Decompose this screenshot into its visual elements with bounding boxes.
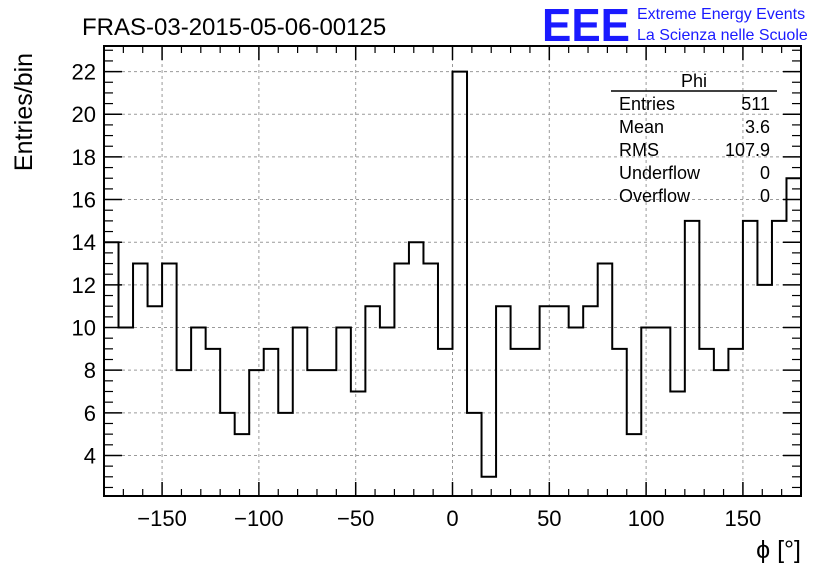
x-tick-label: 0 — [446, 506, 458, 531]
x-tick-label: 150 — [725, 506, 762, 531]
tick-labels: −150 −100 −50 0 50 100 150 4 6 8 10 12 14 16 18 20 22 — [72, 60, 762, 531]
y-tick-label: 14 — [72, 230, 96, 255]
histogram-series — [103, 70, 802, 496]
y-axis-label: Entries/bin — [10, 53, 38, 171]
y-tick-label: 20 — [72, 102, 96, 127]
stats-row-label: RMS — [619, 140, 659, 160]
stats-row-value: 0 — [760, 163, 770, 183]
y-tick-label: 18 — [72, 145, 96, 170]
plot-frame — [103, 45, 802, 497]
y-tick-label: 12 — [72, 273, 96, 298]
stats-row-value: 511 — [741, 94, 770, 114]
stats-row-label: Overflow — [619, 186, 691, 206]
x-tick-label: 100 — [628, 506, 665, 531]
y-tick-label: 16 — [72, 188, 96, 213]
stats-row-value: 107.9 — [725, 140, 770, 160]
logo-line-1: Extreme Energy Events — [637, 6, 805, 23]
stats-box: Phi Entries 511 Mean 3.6 RMS 107.9 Underflow 0 O… — [611, 71, 777, 206]
stats-row-value: 0 — [760, 186, 770, 206]
eee-logo-mark: EEE — [542, 0, 630, 51]
chart-title: FRAS-03-2015-05-06-00125 — [82, 14, 386, 41]
y-tick-label: 6 — [84, 401, 96, 426]
stats-title: Phi — [681, 71, 707, 91]
stats-row-label: Mean — [619, 117, 664, 137]
axis-ticks — [104, 46, 801, 496]
stats-row-label: Underflow — [619, 163, 701, 183]
stats-row-label: Entries — [619, 94, 675, 114]
x-tick-label: 50 — [537, 506, 561, 531]
stats-row-value: 3.6 — [745, 117, 770, 137]
eee-logo: EEE Extreme Energy Events La Scienza nel… — [542, 0, 808, 51]
y-tick-label: 8 — [84, 358, 96, 383]
x-tick-label: −100 — [234, 506, 284, 531]
x-tick-label: −50 — [337, 506, 374, 531]
x-tick-label: −150 — [137, 506, 187, 531]
x-axis-label: ϕ [°] — [756, 536, 801, 564]
stats-rows: Entries 511 Mean 3.6 RMS 107.9 Underflow 0 Overf… — [619, 94, 770, 206]
y-tick-label: 10 — [72, 316, 96, 341]
logo-line-2: La Scienza nelle Scuole — [637, 27, 808, 44]
y-tick-label: 4 — [84, 443, 96, 468]
y-tick-label: 22 — [72, 60, 96, 85]
